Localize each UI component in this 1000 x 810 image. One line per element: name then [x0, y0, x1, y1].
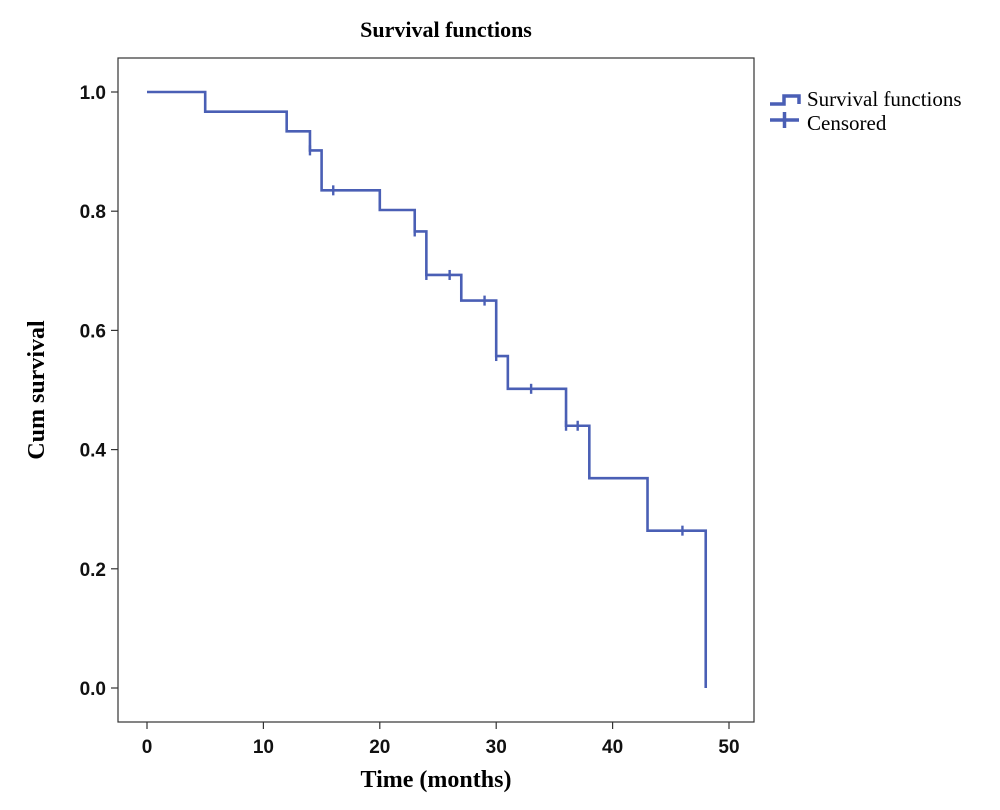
x-tick-label: 20 — [369, 737, 390, 758]
censored-markers — [308, 145, 684, 536]
y-tick-label: 0.2 — [80, 560, 106, 581]
x-tick-label: 50 — [718, 737, 739, 758]
y-tick-label: 1.0 — [80, 83, 106, 104]
legend-censor-icon — [770, 112, 799, 128]
y-tick-label: 0.0 — [80, 679, 106, 700]
x-tick-label: 30 — [486, 737, 507, 758]
legend: Survival functions Censored — [770, 87, 962, 135]
y-tick-label: 0.6 — [80, 321, 106, 342]
legend-label-survival: Survival functions — [807, 87, 962, 111]
plot-frame — [117, 57, 755, 723]
x-tick-label: 0 — [142, 737, 153, 758]
y-axis-label: Cum survival — [24, 320, 50, 460]
y-axis: 0.0 0.2 0.4 0.6 0.8 1.0 — [80, 83, 118, 700]
x-tick-label: 10 — [253, 737, 274, 758]
x-axis-label: Time (months) — [361, 767, 512, 793]
survival-step-line — [147, 90, 708, 688]
legend-label-censored: Censored — [807, 111, 887, 135]
chart-title: Survival functions — [360, 17, 532, 42]
y-tick-label: 0.8 — [80, 202, 106, 223]
x-tick-label: 40 — [602, 737, 623, 758]
y-tick-label: 0.4 — [80, 441, 107, 462]
legend-step-icon — [770, 94, 801, 106]
x-axis: 0 10 20 30 40 50 — [142, 722, 740, 758]
